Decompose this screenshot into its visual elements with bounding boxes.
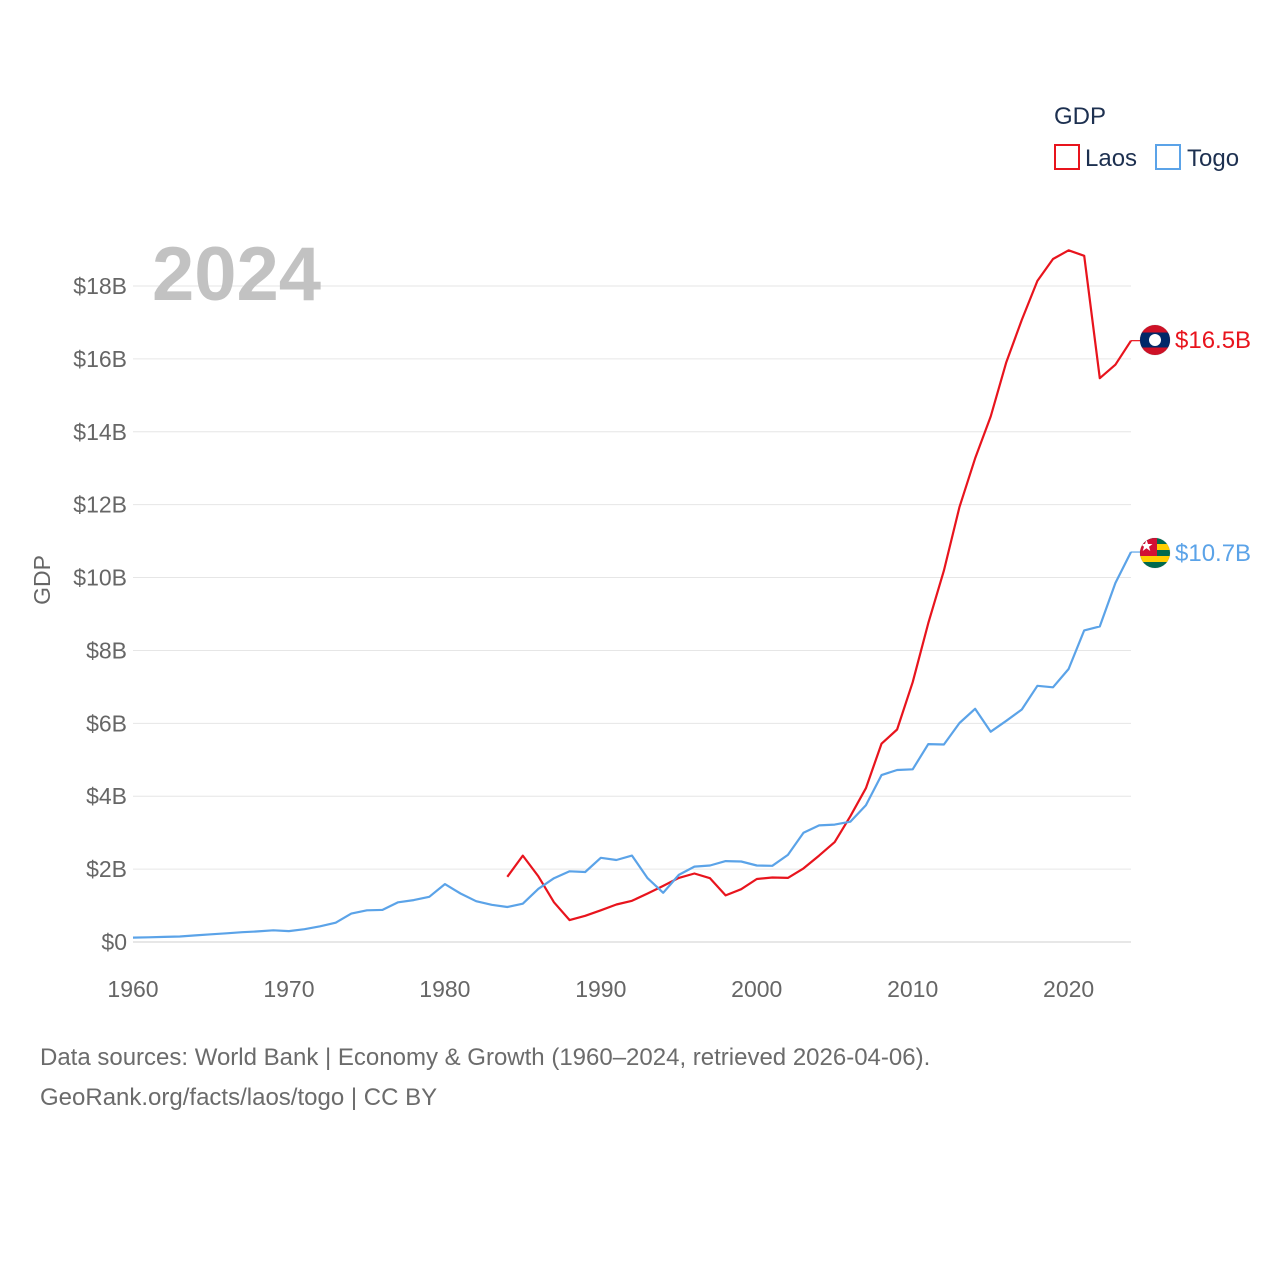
x-tick-label: 1960 xyxy=(107,976,158,1002)
y-tick-label: $14B xyxy=(73,419,127,445)
x-tick-label: 2010 xyxy=(887,976,938,1002)
legend-swatch-laos xyxy=(1054,144,1080,170)
y-axis-ticks: $0 $2B $4B $6B $8B $10B $12B $14B $16B $18B xyxy=(73,273,127,955)
y-tick-label: $18B xyxy=(73,273,127,299)
footer-link[interactable]: GeoRank.org/facts/laos/togo | CC BY xyxy=(40,1084,438,1111)
y-axis-label: GDP xyxy=(29,555,55,605)
end-value-label-laos: $16.5B xyxy=(1175,327,1251,354)
y-tick-label: $8B xyxy=(86,637,127,663)
y-tick-label: $2B xyxy=(86,856,127,882)
legend-title: GDP xyxy=(1054,103,1106,130)
y-tick-label: $0 xyxy=(101,929,127,955)
x-tick-label: 2000 xyxy=(731,976,782,1002)
series-lines xyxy=(132,249,1132,939)
legend: GDP Laos Togo xyxy=(1054,103,1239,172)
end-value-label-togo: $10.7B xyxy=(1175,540,1251,567)
x-tick-label: 1970 xyxy=(263,976,314,1002)
legend-swatch-togo xyxy=(1155,144,1181,170)
y-tick-label: $10B xyxy=(73,565,127,591)
x-axis-ticks: 1960 1970 1980 1990 2000 2010 2020 xyxy=(107,976,1094,1002)
legend-item-laos[interactable]: Laos xyxy=(1054,144,1137,172)
laos-flag-icon xyxy=(1140,325,1170,355)
x-tick-label: 1990 xyxy=(575,976,626,1002)
y-tick-label: $6B xyxy=(86,710,127,736)
x-tick-label: 2020 xyxy=(1043,976,1094,1002)
y-tick-label: $16B xyxy=(73,346,127,372)
series-end-markers: $16.5B $10.7B xyxy=(1131,324,1251,569)
footer-sources: Data sources: World Bank | Economy & Gro… xyxy=(40,1044,931,1071)
gridlines xyxy=(133,285,1131,943)
series-line-togo[interactable] xyxy=(132,551,1132,939)
y-tick-label: $4B xyxy=(86,783,127,809)
legend-label-togo: Togo xyxy=(1187,145,1239,172)
y-tick-label: $12B xyxy=(73,492,127,518)
series-line-laos[interactable] xyxy=(506,249,1132,922)
x-tick-label: 1980 xyxy=(419,976,470,1002)
year-label: 2024 xyxy=(152,232,321,317)
legend-item-togo[interactable]: Togo xyxy=(1155,144,1239,172)
legend-label-laos: Laos xyxy=(1085,145,1137,172)
